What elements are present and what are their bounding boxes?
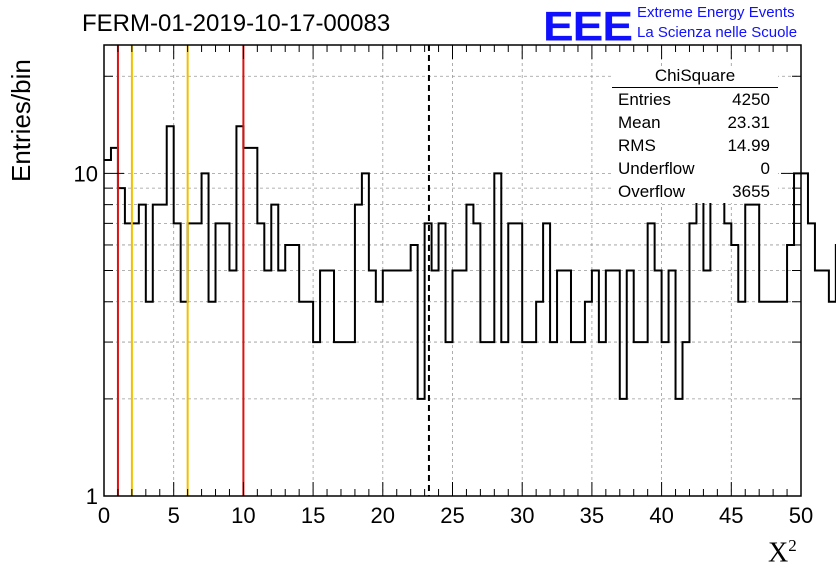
x-tick-label: 0	[98, 503, 110, 528]
eee-logo: EEE	[543, 2, 633, 50]
y-tick-label: 10	[74, 161, 98, 186]
histogram-line	[104, 125, 836, 400]
x-axis-label: X2	[768, 536, 797, 569]
chart-title: FERM-01-2019-10-17-00083	[82, 10, 391, 37]
x-tick-label: 20	[371, 503, 395, 528]
stats-row-mean: Mean 23.31	[618, 113, 770, 132]
logo-subtitle-2: La Scienza nelle Scuole	[637, 24, 798, 41]
x-tick-label: 15	[301, 503, 325, 528]
y-tick-label: 1	[86, 484, 98, 509]
stats-box: ChiSquare Entries 4250 Mean 23.31 RMS 14.99…	[612, 66, 778, 203]
x-tick-label: 25	[440, 503, 464, 528]
x-tick-label: 10	[231, 503, 255, 528]
stats-row-underflow: Underflow 0	[618, 159, 770, 178]
stats-title: ChiSquare	[612, 66, 778, 88]
stats-row-overflow: Overflow 3655	[618, 182, 770, 201]
stats-row-entries: Entries 4250	[618, 90, 770, 109]
stats-row-rms: RMS 14.99	[618, 136, 770, 155]
x-tick-label: 5	[168, 503, 180, 528]
x-tick-label: 50	[789, 503, 813, 528]
y-axis-label: Entries/bin	[6, 59, 36, 182]
x-tick-label: 35	[580, 503, 604, 528]
x-tick-label: 45	[719, 503, 743, 528]
logo-subtitle-1: Extreme Energy Events	[637, 4, 795, 21]
x-tick-label: 40	[649, 503, 673, 528]
x-tick-label: 30	[510, 503, 534, 528]
